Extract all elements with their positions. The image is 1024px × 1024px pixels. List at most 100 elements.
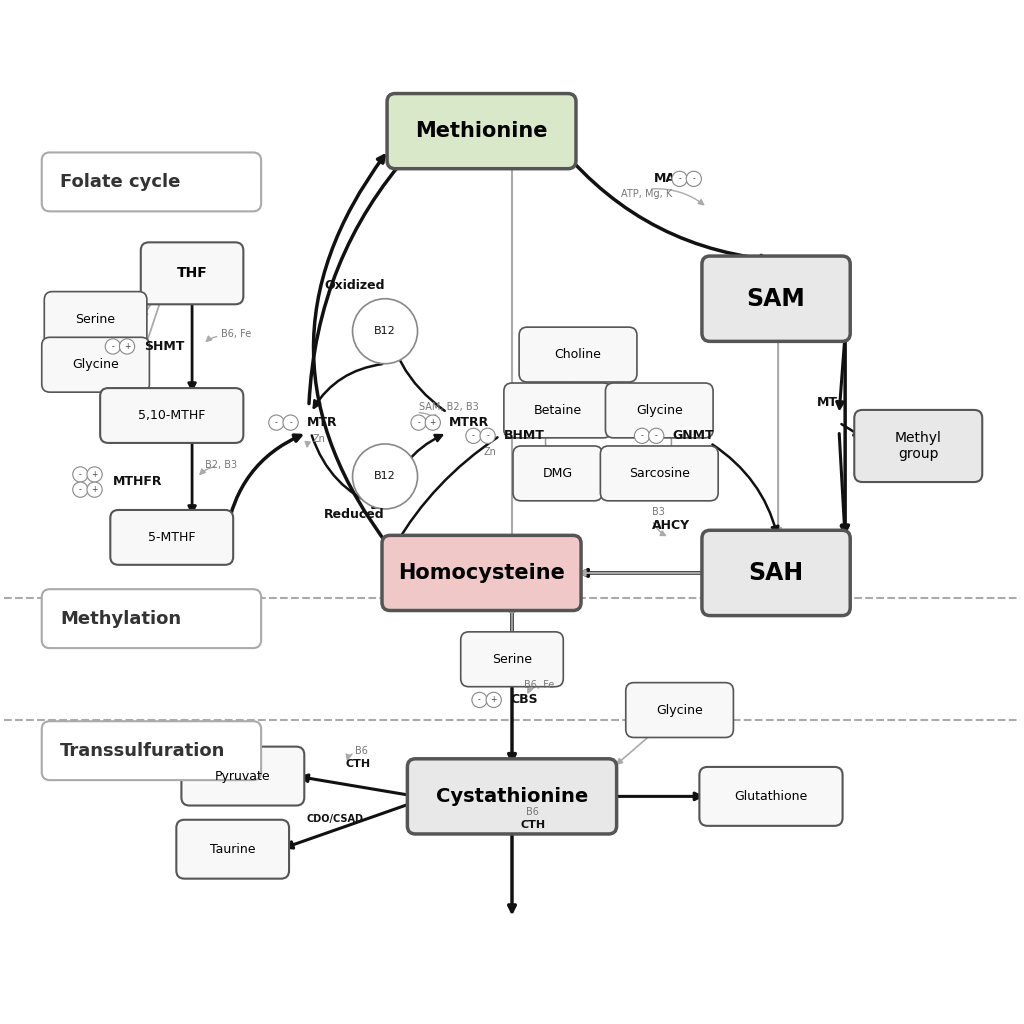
FancyBboxPatch shape: [42, 721, 261, 780]
FancyBboxPatch shape: [605, 383, 713, 438]
Text: -: -: [641, 431, 643, 440]
FancyBboxPatch shape: [387, 93, 575, 169]
Text: Choline: Choline: [555, 348, 601, 361]
Text: -: -: [655, 431, 657, 440]
Text: MT: MT: [817, 396, 838, 409]
Text: -: -: [112, 342, 115, 351]
Circle shape: [352, 299, 418, 364]
Text: CDO/CSAD: CDO/CSAD: [307, 814, 364, 823]
Text: SAM, B2, B3: SAM, B2, B3: [419, 402, 478, 413]
FancyBboxPatch shape: [699, 767, 843, 825]
Text: Homocysteine: Homocysteine: [398, 563, 565, 583]
Text: B3: B3: [652, 507, 665, 517]
Text: Sarcosine: Sarcosine: [629, 467, 690, 480]
Text: +: +: [91, 470, 97, 479]
Circle shape: [635, 428, 649, 443]
Text: B2, B3: B2, B3: [205, 460, 238, 470]
FancyBboxPatch shape: [382, 536, 581, 610]
Text: +: +: [430, 418, 436, 427]
Text: Taurine: Taurine: [210, 843, 255, 856]
Text: ATP, Mg, K: ATP, Mg, K: [621, 189, 672, 199]
FancyBboxPatch shape: [513, 446, 602, 501]
Text: DMG: DMG: [543, 467, 572, 480]
FancyBboxPatch shape: [504, 383, 611, 438]
Text: AHCY: AHCY: [652, 519, 690, 531]
FancyBboxPatch shape: [701, 256, 850, 341]
Text: -: -: [275, 418, 278, 427]
FancyBboxPatch shape: [461, 632, 563, 687]
Text: Oxidized: Oxidized: [325, 279, 385, 292]
Text: 5-MTHF: 5-MTHF: [148, 530, 196, 544]
Text: Glutathione: Glutathione: [734, 790, 808, 803]
Circle shape: [268, 415, 284, 430]
Text: SAH: SAH: [749, 561, 804, 585]
Text: Cystathionine: Cystathionine: [436, 786, 588, 806]
Text: SHMT: SHMT: [144, 340, 184, 353]
Text: Zn: Zn: [313, 434, 326, 443]
FancyBboxPatch shape: [44, 292, 146, 346]
Text: THF: THF: [177, 266, 208, 281]
Circle shape: [120, 339, 135, 354]
FancyBboxPatch shape: [42, 153, 261, 211]
Text: MTHFR: MTHFR: [113, 475, 163, 488]
Circle shape: [672, 171, 687, 186]
Circle shape: [73, 482, 88, 498]
Circle shape: [283, 415, 298, 430]
Text: +: +: [91, 485, 97, 495]
Circle shape: [466, 428, 481, 443]
Text: Pyruvate: Pyruvate: [215, 770, 270, 782]
Text: -: -: [472, 431, 475, 440]
Text: GNMT: GNMT: [673, 429, 714, 442]
Text: Glycine: Glycine: [636, 403, 683, 417]
Text: +: +: [490, 695, 497, 705]
Text: -: -: [478, 695, 481, 705]
Circle shape: [87, 467, 102, 482]
FancyBboxPatch shape: [181, 746, 304, 806]
Text: B12: B12: [374, 471, 396, 481]
Circle shape: [73, 467, 88, 482]
Text: BHMT: BHMT: [504, 429, 545, 442]
Text: Serine: Serine: [76, 312, 116, 326]
Circle shape: [686, 171, 701, 186]
FancyBboxPatch shape: [42, 337, 150, 392]
Text: -: -: [692, 174, 695, 183]
Text: B12: B12: [374, 327, 396, 336]
Text: CBS: CBS: [510, 693, 538, 707]
FancyBboxPatch shape: [42, 589, 261, 648]
Text: Methionine: Methionine: [416, 121, 548, 141]
Text: Betaine: Betaine: [534, 403, 582, 417]
Text: B6: B6: [354, 745, 368, 756]
Text: +: +: [124, 342, 130, 351]
Text: Glycine: Glycine: [656, 703, 702, 717]
Circle shape: [486, 692, 502, 708]
FancyBboxPatch shape: [408, 759, 616, 834]
Text: 5,10-MTHF: 5,10-MTHF: [138, 409, 206, 422]
Text: -: -: [486, 431, 489, 440]
Text: -: -: [417, 418, 420, 427]
FancyBboxPatch shape: [176, 820, 289, 879]
FancyBboxPatch shape: [701, 530, 850, 615]
Text: -: -: [79, 470, 82, 479]
FancyBboxPatch shape: [600, 446, 718, 501]
Circle shape: [352, 444, 418, 509]
Text: Reduced: Reduced: [325, 508, 385, 520]
Text: SAM: SAM: [746, 287, 806, 310]
Text: MTRR: MTRR: [450, 416, 489, 429]
Text: MTR: MTR: [307, 416, 338, 429]
Circle shape: [425, 415, 440, 430]
Circle shape: [105, 339, 121, 354]
Text: Transsulfuration: Transsulfuration: [60, 741, 225, 760]
Text: Methyl
group: Methyl group: [895, 431, 942, 461]
Text: Serine: Serine: [492, 652, 532, 666]
Text: MAT: MAT: [654, 172, 684, 185]
FancyBboxPatch shape: [626, 683, 733, 737]
Text: Methylation: Methylation: [60, 609, 181, 628]
FancyBboxPatch shape: [111, 510, 233, 565]
Text: B6, Fe: B6, Fe: [220, 330, 251, 339]
Text: B6, Fe: B6, Fe: [524, 680, 554, 689]
Circle shape: [480, 428, 496, 443]
Text: -: -: [289, 418, 292, 427]
Text: -: -: [678, 174, 681, 183]
Text: Glycine: Glycine: [73, 358, 119, 372]
Circle shape: [411, 415, 426, 430]
